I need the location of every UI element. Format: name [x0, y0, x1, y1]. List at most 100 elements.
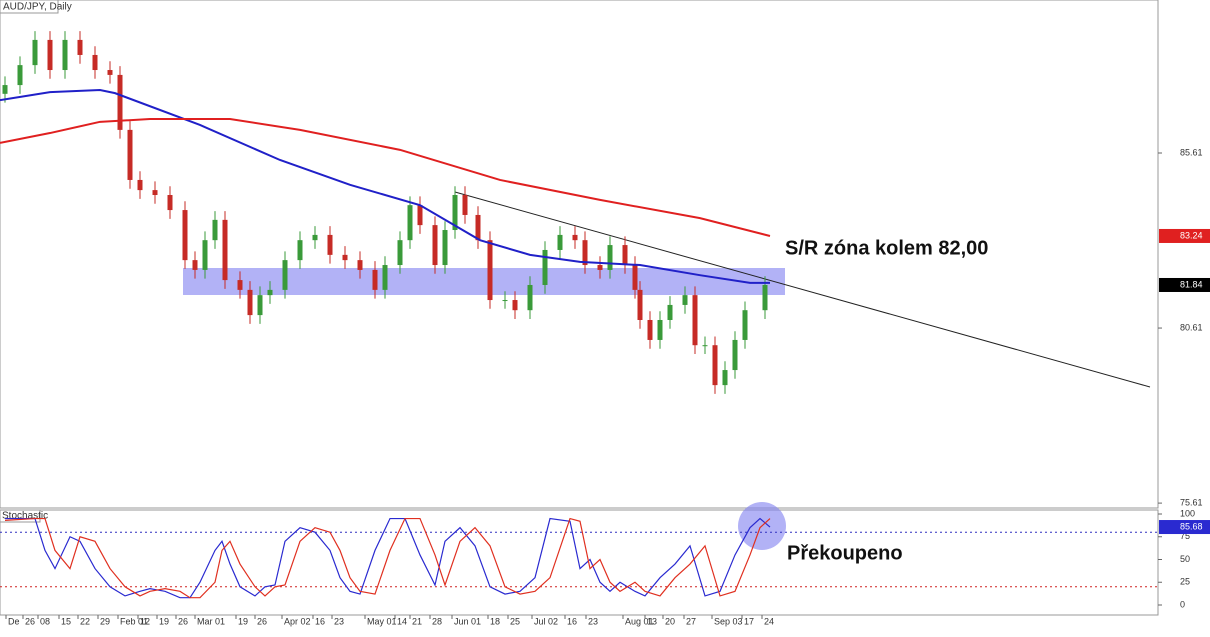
candle-body	[407, 205, 413, 241]
candle-body	[647, 319, 653, 340]
candle-body	[557, 234, 563, 250]
title-box	[0, 0, 59, 14]
x-tick-label: 27	[686, 616, 696, 626]
indicator-title: Stochastic	[2, 511, 48, 522]
candle-body	[397, 240, 403, 266]
candle-body	[47, 39, 53, 71]
x-tick-label: 26	[178, 616, 188, 626]
candle-body	[452, 195, 458, 231]
candle-body	[357, 260, 363, 270]
x-tick-label: 23	[588, 616, 598, 626]
candle-body	[432, 225, 438, 266]
candle-body	[632, 265, 638, 290]
x-tick-label: 12	[140, 616, 150, 626]
x-tick-label: Aug 01	[625, 616, 654, 626]
x-tick-label: 15	[61, 616, 71, 626]
y-tick-label: 100	[1180, 508, 1195, 518]
x-tick-label: Feb 01	[120, 616, 148, 626]
x-tick-label: 22	[80, 616, 90, 626]
price-panel	[0, 0, 1159, 509]
x-tick-label: 26	[257, 616, 267, 626]
price-label: 81.84	[1180, 279, 1203, 289]
candle-body	[247, 289, 253, 316]
candle-body	[2, 85, 8, 94]
candle-body	[192, 260, 198, 270]
candle-body	[202, 240, 208, 270]
y-tick-label: 75	[1180, 531, 1190, 541]
series-line	[0, 88, 770, 284]
x-tick-label: 18	[490, 616, 500, 626]
x-tick-label: 28	[432, 616, 442, 626]
x-tick-label: 14	[397, 616, 407, 626]
y-tick-label: 50	[1180, 554, 1190, 564]
price-box	[1159, 277, 1210, 292]
price-label: 83.24	[1180, 230, 1203, 240]
candle-body	[182, 210, 188, 261]
candle-body	[327, 234, 333, 255]
candle-body	[542, 249, 548, 285]
x-tick-label: Mar 01	[197, 616, 225, 626]
candle-body	[107, 70, 113, 75]
candle-body	[417, 205, 423, 226]
series-line	[4, 517, 771, 599]
x-tick-label: Sep 03	[714, 616, 743, 626]
candle-body	[762, 284, 768, 311]
series-line	[0, 118, 771, 237]
candle-body	[297, 240, 303, 261]
value-box	[1159, 520, 1210, 535]
chart-title: AUD/JPY, Daily	[3, 2, 72, 13]
candle-body	[77, 39, 83, 55]
candle-body	[487, 240, 493, 301]
candle-body	[742, 310, 748, 340]
candle-body	[582, 240, 588, 266]
candle-body	[637, 289, 643, 320]
x-tick-label: 16	[315, 616, 325, 626]
x-tick-label: May 01	[367, 616, 397, 626]
candle-body	[257, 295, 263, 316]
x-tick-label: 21	[412, 616, 422, 626]
x-tick-label: Jul 02	[534, 616, 558, 626]
candle-body	[475, 214, 481, 241]
x-tick-label: 13	[647, 616, 657, 626]
candle-body	[92, 54, 98, 71]
trend-line	[454, 191, 1151, 388]
x-tick-label: 17	[744, 616, 754, 626]
candle-body	[17, 65, 23, 86]
value-label: 85.68	[1180, 521, 1203, 531]
candle-body	[692, 295, 698, 346]
candle-body	[117, 74, 123, 130]
candle-body	[597, 265, 603, 270]
candle-body	[712, 345, 718, 386]
x-tick-label: 25	[510, 616, 520, 626]
candle-body	[732, 339, 738, 371]
candle-body	[62, 39, 68, 71]
x-tick-label: 19	[238, 616, 248, 626]
candle-body	[222, 219, 228, 281]
y-tick-label: 85.61	[1180, 147, 1203, 157]
y-tick-label: 75.61	[1180, 497, 1203, 507]
series-line	[5, 517, 771, 599]
candle-body	[212, 219, 218, 241]
candle-body	[462, 195, 468, 215]
y-tick-label: 0	[1180, 599, 1185, 609]
price-box	[1159, 228, 1210, 243]
candle-body	[137, 179, 143, 191]
candle-body	[512, 300, 518, 311]
x-tick-label: 23	[334, 616, 344, 626]
candle-body	[572, 234, 578, 241]
candle-body	[152, 190, 158, 196]
candle-body	[342, 254, 348, 261]
candle-body	[282, 260, 288, 290]
x-tick-label: Jun 01	[454, 616, 481, 626]
candle-body	[682, 295, 688, 305]
candle-body	[527, 284, 533, 311]
candle-body	[32, 39, 38, 66]
x-tick-label: 16	[567, 616, 577, 626]
annotation: Překoupeno	[787, 542, 903, 564]
candle-body	[702, 345, 708, 347]
x-tick-label: De	[8, 616, 20, 626]
x-tick-label: 24	[764, 616, 774, 626]
candle-body	[237, 280, 243, 290]
candle-body	[442, 230, 448, 266]
